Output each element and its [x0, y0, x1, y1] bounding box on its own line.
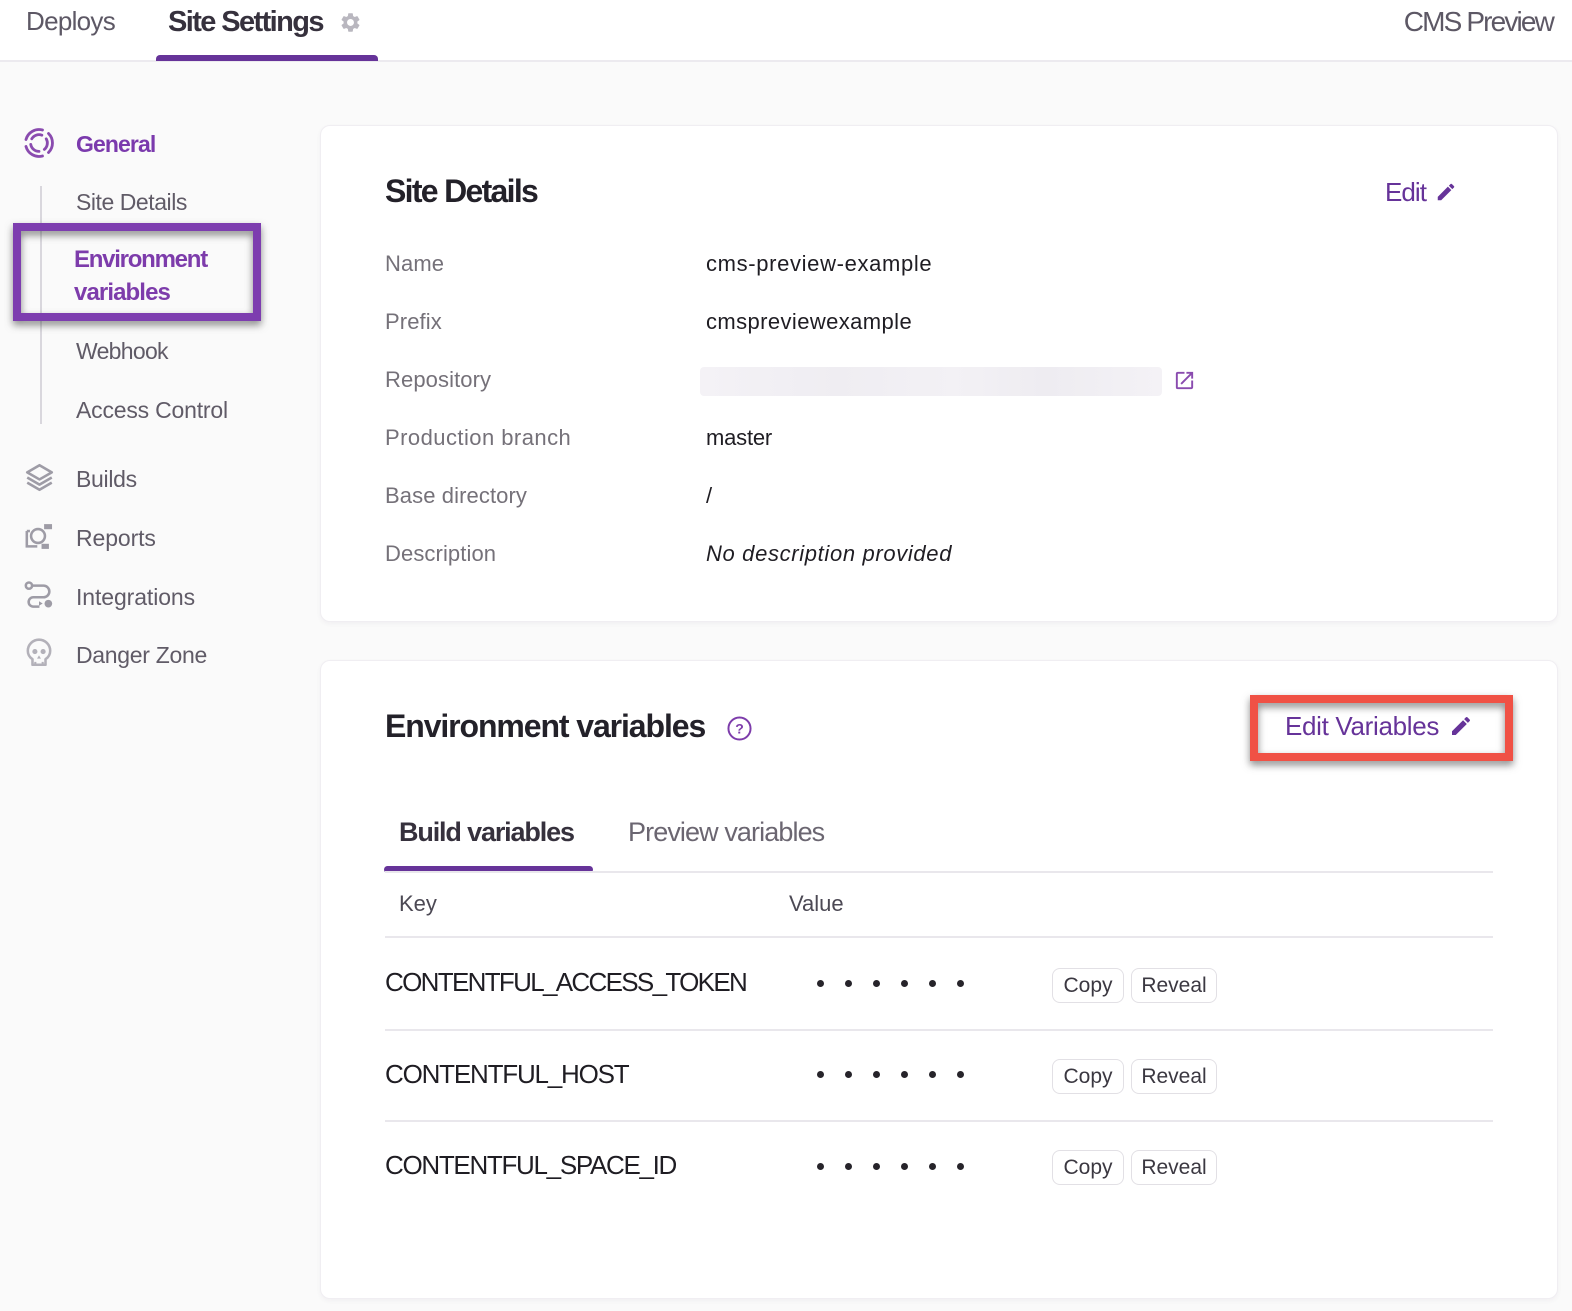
svg-text:?: ?	[735, 721, 744, 737]
